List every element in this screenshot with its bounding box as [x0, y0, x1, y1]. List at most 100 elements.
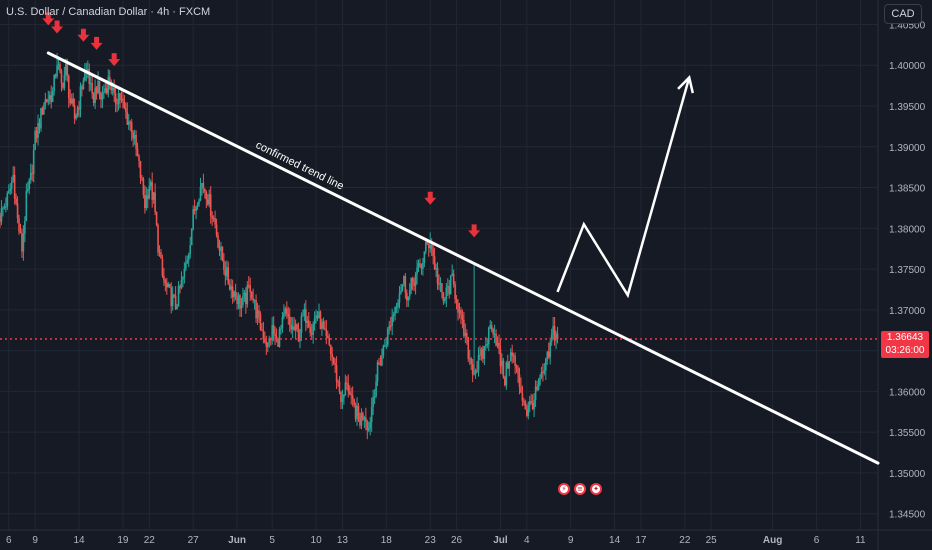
candle	[464, 323, 467, 344]
candle-body	[135, 134, 137, 149]
candle-body	[382, 345, 385, 356]
candle-body	[524, 401, 527, 410]
candle-body	[182, 276, 184, 280]
canada-flag-event-icon[interactable]: ✦	[590, 483, 602, 495]
candle	[2, 206, 4, 217]
candle	[480, 347, 483, 361]
candle	[546, 351, 549, 365]
candle-body	[351, 395, 354, 399]
candle	[318, 303, 320, 319]
candle-body	[398, 293, 401, 303]
candle	[515, 364, 518, 373]
candle-body	[293, 326, 295, 331]
candle-body	[122, 98, 124, 102]
candle-body	[325, 329, 328, 336]
candle-body	[125, 107, 127, 113]
candle-body	[155, 212, 158, 226]
candle-body	[461, 314, 464, 320]
candle	[198, 198, 200, 207]
candle-body	[250, 292, 253, 299]
candle	[520, 377, 522, 393]
candle	[427, 240, 430, 257]
candle	[306, 316, 309, 329]
candle-body	[51, 91, 54, 103]
candle-body	[146, 195, 149, 199]
candle-body	[397, 302, 399, 307]
candle	[98, 80, 101, 100]
price-tick-label: 1.40000	[889, 61, 926, 72]
candle	[545, 357, 547, 380]
current-price-value: 1.36643	[886, 332, 924, 343]
candle-body	[444, 298, 446, 302]
candle-body	[228, 284, 231, 290]
symbol-title[interactable]: U.S. Dollar / Canadian Dollar · 4h · FXC…	[6, 6, 211, 18]
candle	[357, 402, 360, 423]
candle-body	[482, 348, 484, 359]
candle	[401, 284, 404, 292]
candle-body	[173, 294, 175, 296]
candle-body	[237, 295, 240, 304]
candle	[495, 329, 497, 347]
time-tick-label: 14	[609, 535, 621, 546]
candle	[439, 277, 442, 293]
candle	[514, 352, 516, 375]
candle-body	[367, 427, 370, 431]
time-tick-label: 6	[6, 535, 12, 546]
candle	[457, 299, 459, 321]
candle-body	[496, 342, 499, 346]
candle	[502, 358, 505, 379]
current-price-tag: 1.36643 03:26:00	[881, 331, 929, 358]
candle-body	[226, 267, 228, 277]
candle-body	[458, 310, 461, 313]
us-flag-event-icon[interactable]: ≡	[574, 483, 586, 495]
candle-body	[283, 313, 285, 317]
candle-body	[306, 320, 309, 323]
candle-body	[392, 314, 395, 317]
candle	[460, 307, 462, 325]
candle	[367, 421, 370, 433]
candle	[189, 236, 192, 259]
candle-body	[321, 321, 323, 330]
candle	[508, 361, 511, 377]
lightning-event-icon[interactable]: ⚡	[558, 483, 570, 495]
candle	[331, 346, 333, 366]
time-tick-label: 4	[524, 535, 530, 546]
candle-body	[272, 325, 275, 335]
candle-body	[100, 93, 102, 100]
candle-body	[95, 87, 98, 94]
candle-body	[410, 277, 412, 290]
candle	[309, 321, 312, 337]
candle-body	[130, 122, 133, 133]
candle-body	[242, 295, 244, 306]
candle-body	[183, 268, 186, 277]
candle-body	[9, 188, 12, 192]
candle-body	[300, 316, 303, 333]
candle	[362, 411, 364, 421]
candle-body	[299, 332, 301, 342]
candle	[278, 326, 281, 348]
candle-body	[505, 362, 508, 386]
currency-button[interactable]: CAD	[884, 4, 922, 24]
candle	[72, 92, 74, 108]
candle	[492, 327, 494, 338]
candle-body	[531, 402, 534, 410]
candle-body	[504, 377, 506, 386]
candle	[50, 85, 53, 109]
candle	[455, 295, 458, 310]
candle	[326, 330, 329, 339]
candle-body	[350, 393, 352, 396]
candle-body	[324, 328, 326, 330]
candle	[272, 316, 275, 342]
candle	[394, 306, 396, 321]
candle	[474, 368, 477, 379]
candle-body	[319, 311, 322, 330]
candle	[479, 345, 481, 361]
candle-body	[294, 324, 297, 331]
candle-body	[369, 422, 372, 428]
candle	[280, 324, 282, 335]
candle-body	[189, 245, 192, 255]
candle	[206, 193, 209, 206]
candle-body	[329, 344, 332, 354]
candle	[493, 324, 496, 344]
